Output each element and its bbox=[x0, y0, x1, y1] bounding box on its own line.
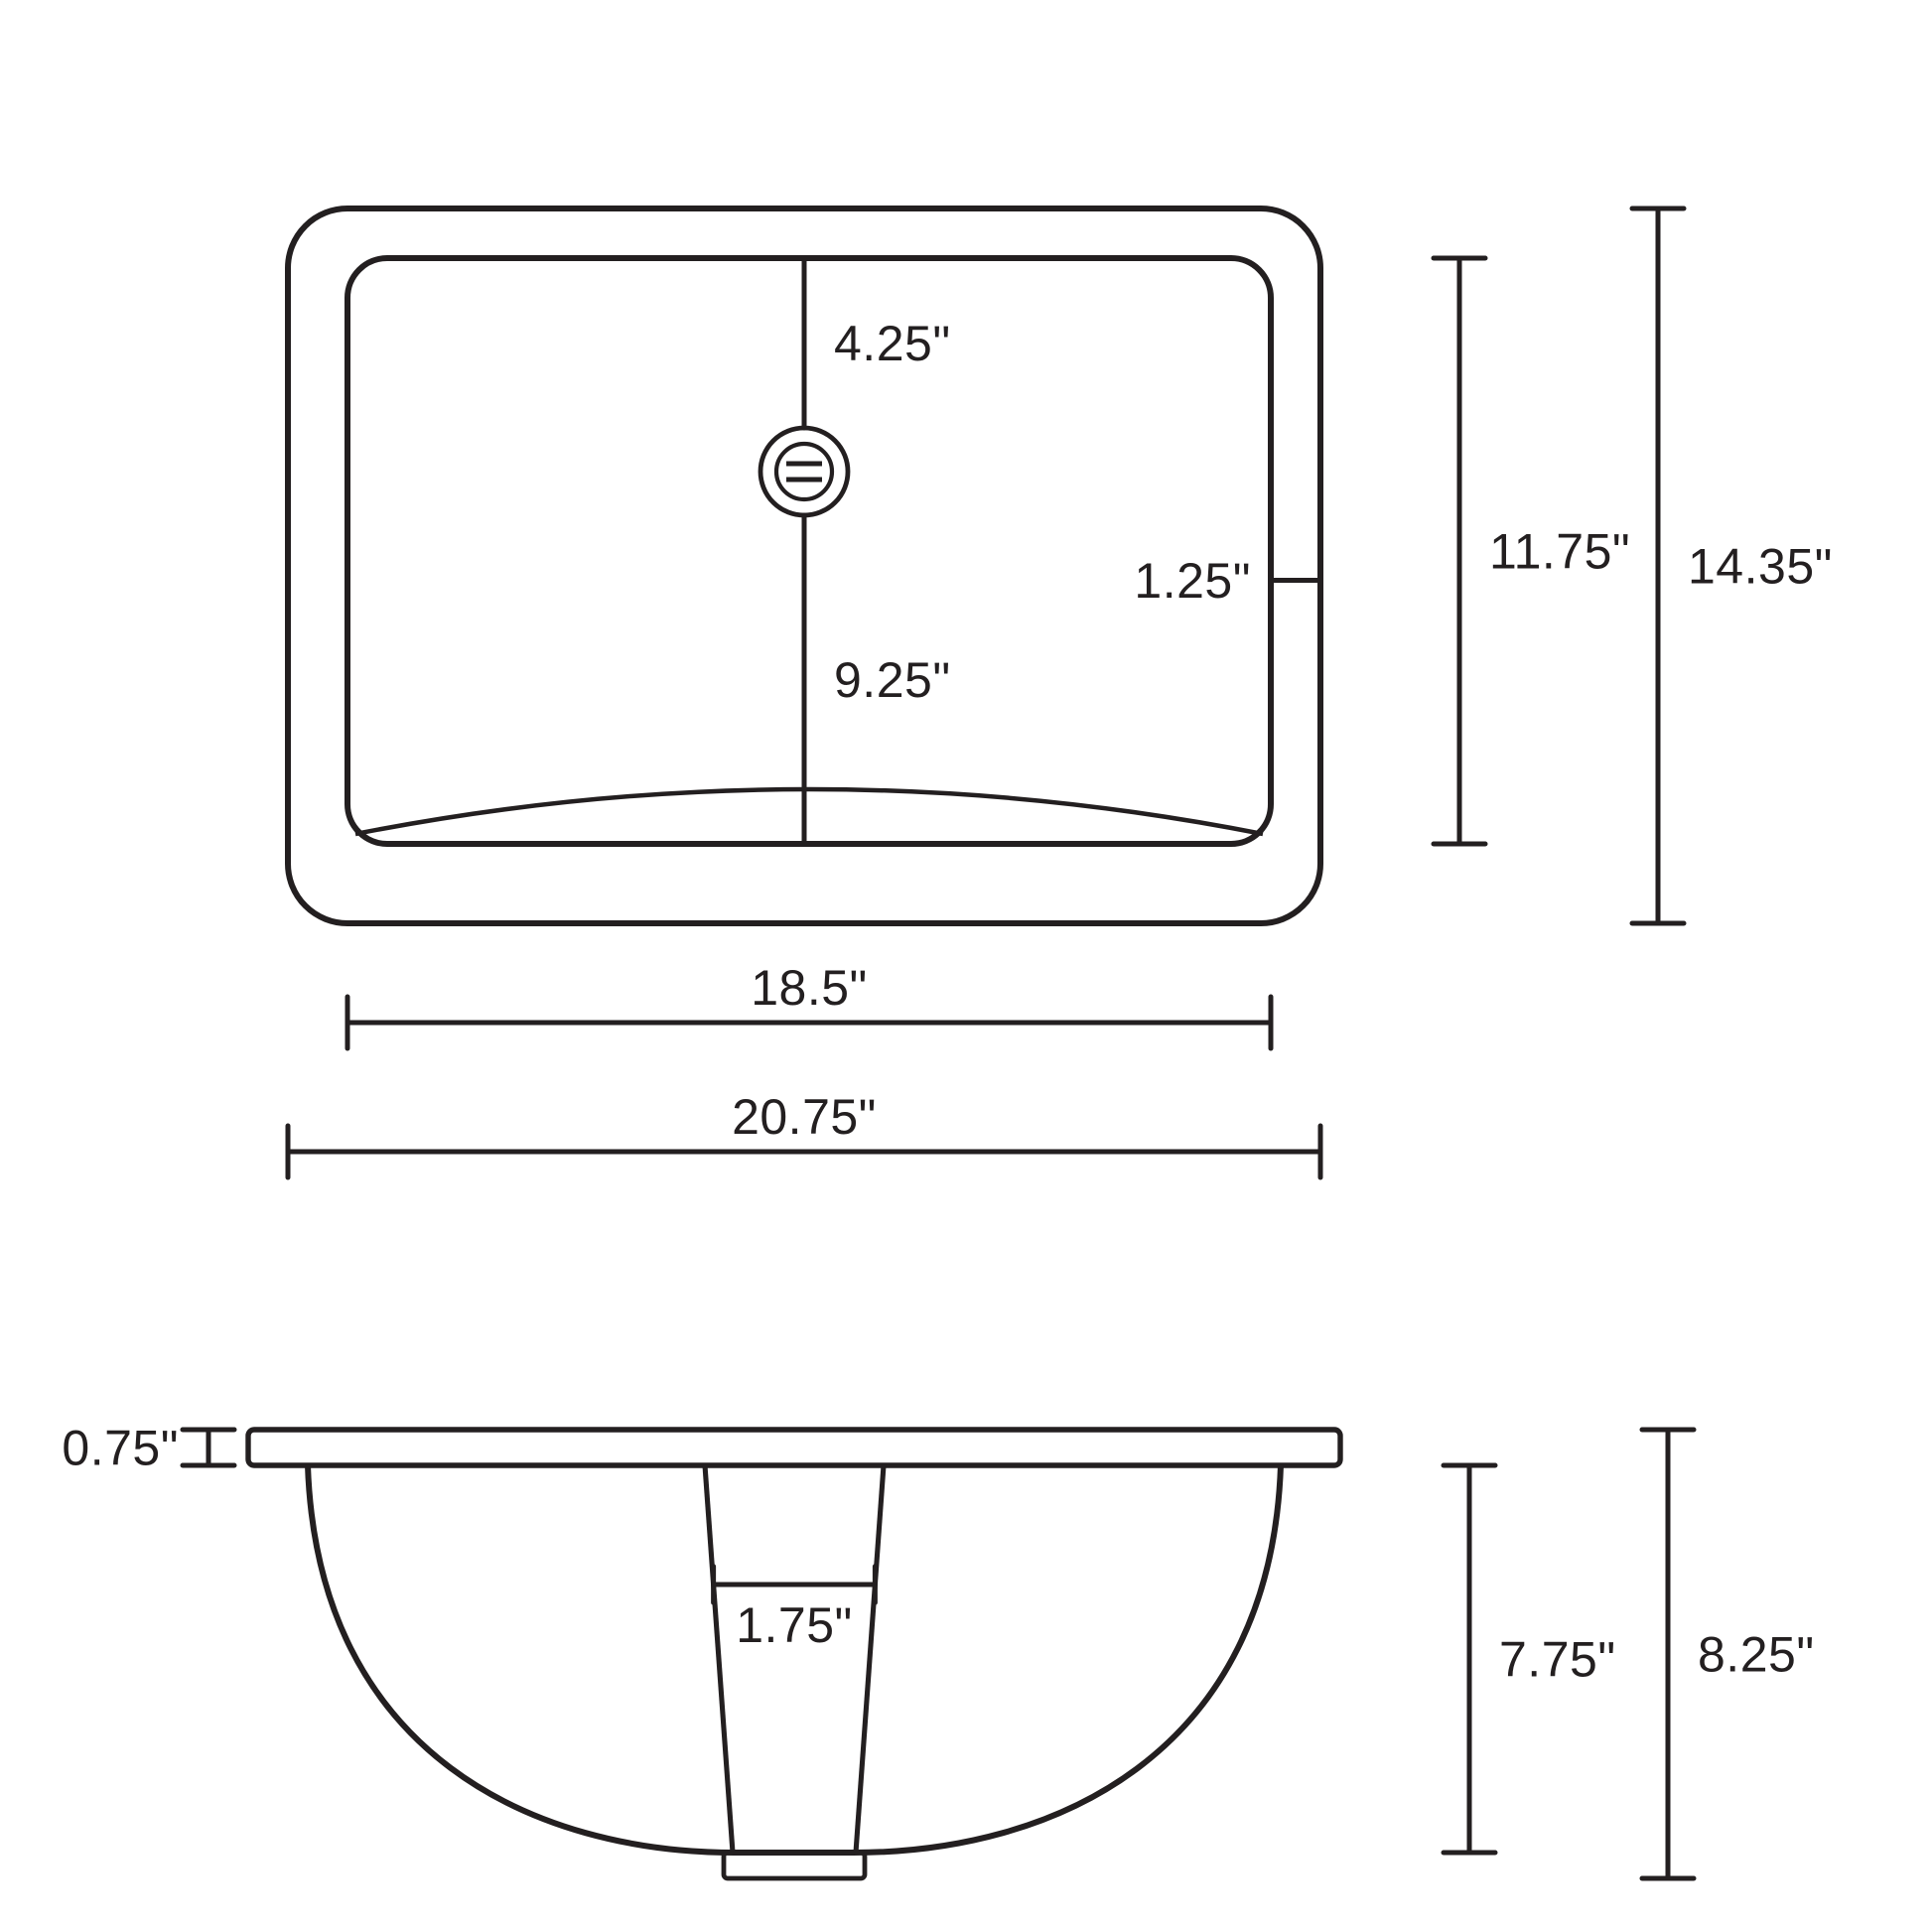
rim-side bbox=[248, 1430, 1340, 1465]
side-view: 1.75" 0.75" bbox=[62, 1421, 1340, 1879]
dim-inner-height: 11.75" bbox=[1434, 258, 1630, 844]
dim-total-depth-label: 8.25" bbox=[1698, 1627, 1815, 1683]
pipe-foot bbox=[724, 1853, 865, 1878]
dim-pipe-width-label: 1.75" bbox=[736, 1597, 853, 1653]
dim-outer-height: 14.35" bbox=[1632, 208, 1833, 923]
dim-pipe-width: 1.75" bbox=[714, 1567, 876, 1653]
top-view: 4.25" 9.25" 1.25" bbox=[288, 208, 1320, 923]
pipe-left bbox=[705, 1465, 733, 1853]
drain-outer bbox=[760, 428, 848, 515]
dim-rim-thickness-label: 0.75" bbox=[62, 1421, 179, 1476]
bowl-outline bbox=[308, 1465, 1281, 1853]
dim-inner-width: 18.5" bbox=[347, 960, 1271, 1048]
dim-outer-width-label: 20.75" bbox=[732, 1089, 877, 1145]
pipe-right bbox=[856, 1465, 884, 1853]
basin-curve bbox=[355, 789, 1263, 834]
dim-rim-gap: 1.25" bbox=[1134, 553, 1320, 609]
dim-outer-width: 20.75" bbox=[288, 1089, 1320, 1177]
dim-rim-gap-label: 1.25" bbox=[1134, 553, 1251, 609]
drain-inner bbox=[776, 444, 832, 499]
dim-bowl-depth: 7.75" bbox=[1444, 1465, 1616, 1853]
inner-basin bbox=[347, 258, 1271, 844]
sink-technical-drawing: 4.25" 9.25" 1.25" 11.75" 14.35" 18.5" 20.75" 1.… bbox=[0, 0, 1932, 1932]
dim-drain-to-bottom-label: 9.25" bbox=[834, 652, 951, 708]
dim-inner-height-label: 11.75" bbox=[1489, 524, 1630, 580]
dim-inner-width-label: 18.5" bbox=[751, 960, 868, 1016]
dim-total-depth: 8.25" bbox=[1642, 1430, 1815, 1878]
dim-drain-to-top-label: 4.25" bbox=[834, 316, 951, 371]
dim-bowl-depth-label: 7.75" bbox=[1499, 1632, 1616, 1688]
dim-outer-height-label: 14.35" bbox=[1688, 539, 1833, 595]
dim-rim-thickness: 0.75" bbox=[62, 1421, 234, 1476]
